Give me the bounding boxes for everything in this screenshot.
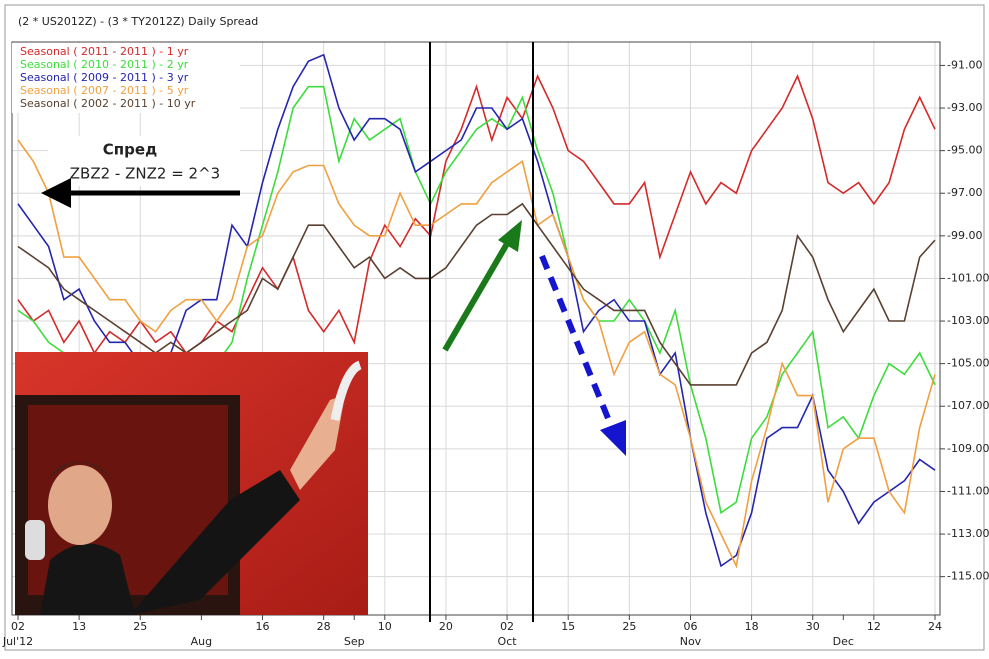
x-tick-label: 24 bbox=[928, 620, 942, 633]
chart-title: (2 * US2012Z) - (3 * TY2012Z) Daily Spre… bbox=[18, 15, 258, 28]
y-tick-label: -103.00 bbox=[947, 314, 989, 327]
legend-entry: Seasonal ( 2010 - 2011 ) - 2 yr bbox=[20, 58, 189, 71]
x-month-label: Oct bbox=[498, 635, 518, 648]
photo-arm bbox=[130, 470, 300, 615]
x-month-label: Dec bbox=[833, 635, 854, 648]
photo-phone bbox=[330, 360, 363, 421]
y-tick-label: -113.00 bbox=[947, 527, 989, 540]
arrow-head bbox=[498, 220, 522, 252]
annotation: Спред bbox=[103, 141, 157, 159]
y-tick-label: -101.00 bbox=[947, 271, 989, 284]
x-month-label: Sep bbox=[344, 635, 365, 648]
series-line bbox=[17, 139, 936, 569]
arrow bbox=[539, 254, 615, 430]
photo bbox=[15, 352, 368, 615]
x-tick-label: 10 bbox=[378, 620, 392, 633]
series-line bbox=[17, 74, 936, 355]
photo-face bbox=[48, 465, 112, 545]
photo-hair bbox=[48, 462, 112, 480]
x-tick-label: 13 bbox=[72, 620, 86, 633]
x-tick-label: 02 bbox=[500, 620, 514, 633]
y-tick-label: -97.00 bbox=[947, 186, 982, 199]
x-tick-label: 28 bbox=[317, 620, 331, 633]
y-tick-label: -107.00 bbox=[947, 399, 989, 412]
y-tick-label: -93.00 bbox=[947, 101, 982, 114]
series-line bbox=[17, 202, 936, 386]
y-tick-label: -109.00 bbox=[947, 442, 989, 455]
photo-person bbox=[40, 543, 135, 615]
photo-phone bbox=[25, 520, 45, 560]
plot-frame bbox=[11, 41, 941, 616]
arrow-head bbox=[600, 420, 626, 456]
legend-entry: Seasonal ( 2009 - 2011 ) - 3 yr bbox=[20, 71, 189, 84]
legend-box bbox=[12, 43, 240, 113]
y-tick-label: -95.00 bbox=[947, 144, 982, 157]
x-tick-label: 16 bbox=[256, 620, 270, 633]
annotation: ZBZ2 - ZNZ2 = 2^3 bbox=[70, 165, 220, 183]
arrow bbox=[442, 240, 511, 352]
y-tick-label: -105.00 bbox=[947, 357, 989, 370]
x-month-label: Nov bbox=[680, 635, 702, 648]
annotation-box bbox=[48, 136, 240, 186]
x-tick-label: 30 bbox=[806, 620, 820, 633]
x-tick-label: 25 bbox=[133, 620, 147, 633]
x-tick-label: 12 bbox=[867, 620, 881, 633]
x-month-label: Aug bbox=[191, 635, 212, 648]
x-tick-label: 18 bbox=[745, 620, 759, 633]
y-tick-label: -111.00 bbox=[947, 484, 989, 497]
x-tick-label: 15 bbox=[561, 620, 575, 633]
y-tick-label: -115.00 bbox=[947, 570, 989, 583]
x-tick-label: 20 bbox=[439, 620, 453, 633]
x-tick-label: 06 bbox=[683, 620, 697, 633]
legend-entry: Seasonal ( 2007 - 2011 ) - 5 yr bbox=[20, 84, 189, 97]
y-tick-label: -91.00 bbox=[947, 58, 982, 71]
y-tick-label: -99.00 bbox=[947, 229, 982, 242]
legend-entry: Seasonal ( 2002 - 2011 ) - 10 yr bbox=[20, 97, 196, 110]
x-month-label: Jul'12 bbox=[2, 635, 33, 648]
x-tick-label: 25 bbox=[622, 620, 636, 633]
legend-entry: Seasonal ( 2011 - 2011 ) - 1 yr bbox=[20, 45, 189, 58]
x-tick-label: 02 bbox=[11, 620, 25, 633]
